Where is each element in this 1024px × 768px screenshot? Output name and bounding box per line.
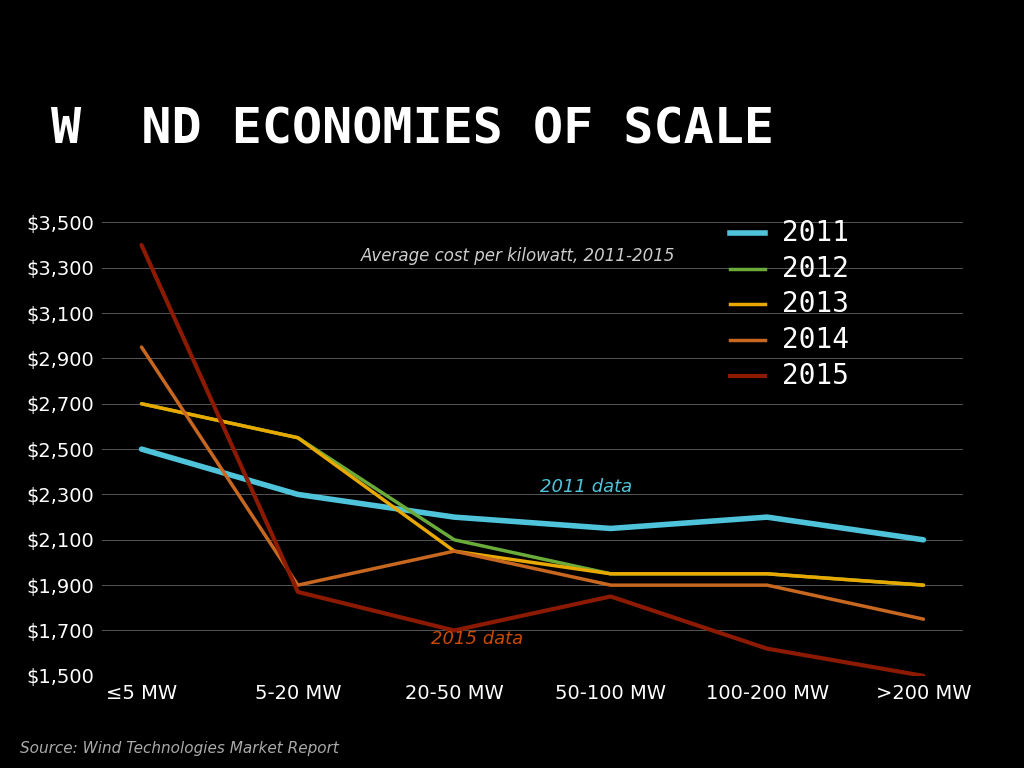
- Text: Source: Wind Technologies Market Report: Source: Wind Technologies Market Report: [20, 740, 339, 756]
- Text: 2015: 2015: [782, 362, 849, 390]
- Text: 2013: 2013: [782, 290, 849, 319]
- Text: 2015 data: 2015 data: [431, 630, 523, 648]
- Text: 2012: 2012: [782, 255, 849, 283]
- Text: 2014: 2014: [782, 326, 849, 354]
- Text: W  ND ECONOMIES OF SCALE: W ND ECONOMIES OF SCALE: [51, 105, 774, 154]
- Text: 2011: 2011: [782, 219, 849, 247]
- Text: 2011 data: 2011 data: [541, 478, 633, 496]
- Text: Average cost per kilowatt, 2011-2015: Average cost per kilowatt, 2011-2015: [360, 247, 675, 265]
